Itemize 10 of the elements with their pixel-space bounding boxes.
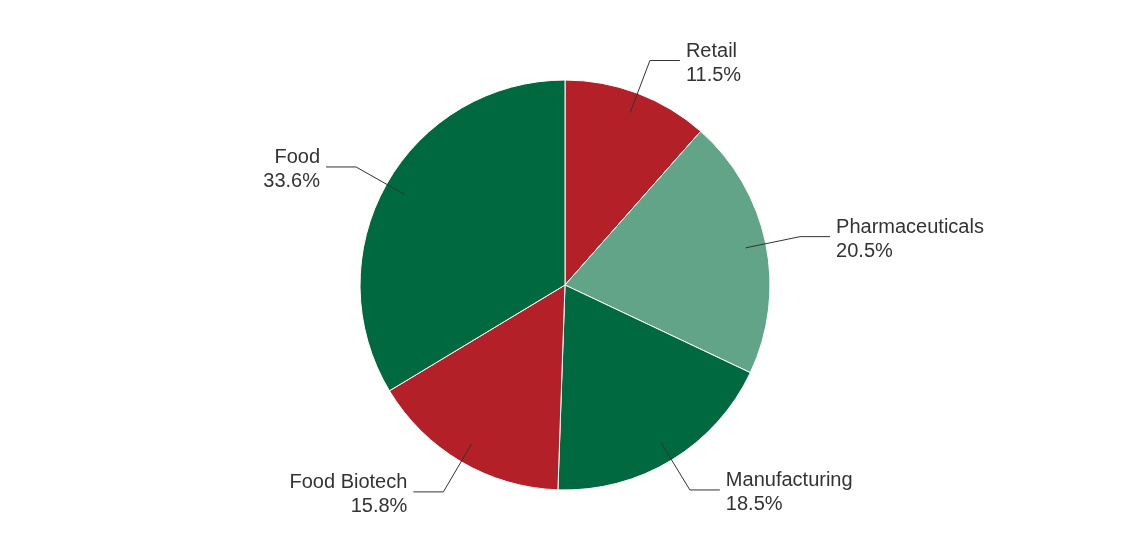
- data-label: 15.8%: [350, 493, 408, 516]
- slice-label: Manufacturing: [725, 467, 853, 490]
- data-label: 18.5%: [725, 491, 783, 514]
- data-label: 33.6%: [263, 168, 321, 191]
- slice-label: Retail: [685, 38, 738, 61]
- slice-label: Food: [274, 144, 321, 167]
- data-label: 20.5%: [836, 238, 894, 261]
- slice-label: Food Biotech: [289, 469, 408, 492]
- data-label: 11.5%: [685, 62, 742, 85]
- slice-label: Pharmaceuticals: [836, 214, 984, 237]
